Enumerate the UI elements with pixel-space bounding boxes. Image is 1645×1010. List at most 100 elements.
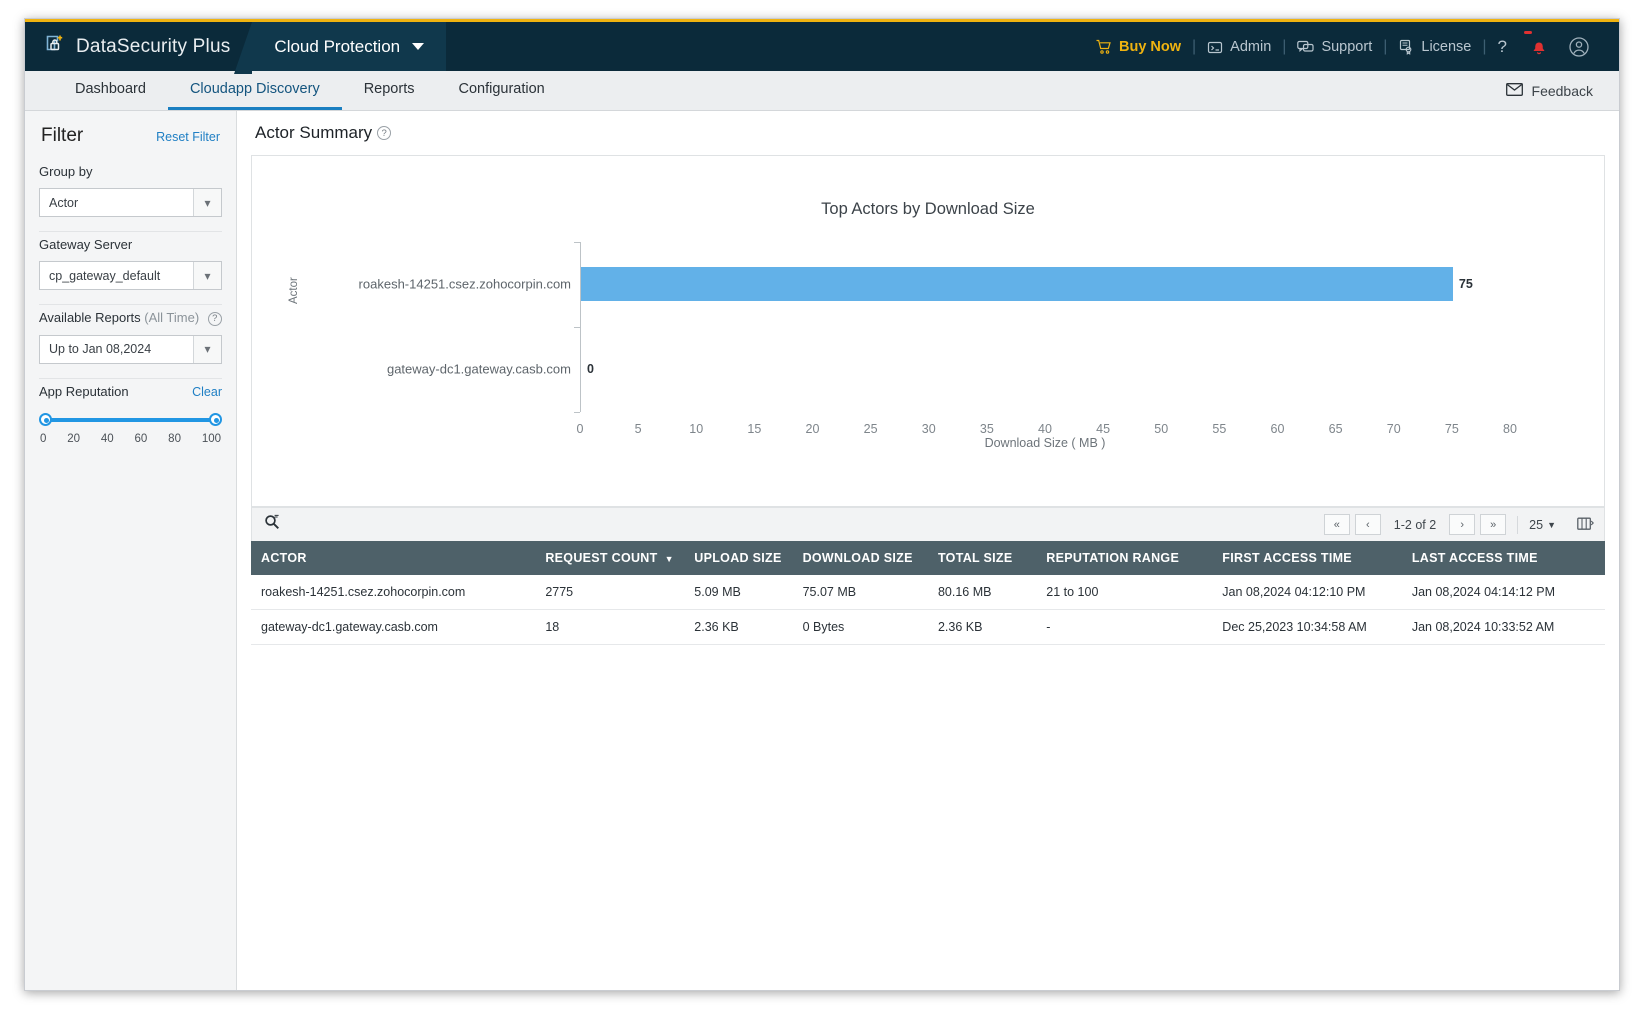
module-selector[interactable]: Cloud Protection — [234, 22, 447, 74]
column-label: LAST ACCESS TIME — [1411, 551, 1538, 565]
app-reputation-slider[interactable] — [39, 412, 222, 427]
admin-button[interactable]: Admin — [1196, 39, 1282, 55]
gateway-server-select[interactable]: cp_gateway_default ▾ — [39, 261, 222, 290]
chart-y-axis-line — [580, 242, 581, 412]
filter-gateway-server: Gateway Server cp_gateway_default ▾ — [39, 232, 222, 305]
cell-total-size: 80.16 MB — [927, 575, 1037, 610]
sort-desc-icon: ▼ — [664, 554, 674, 564]
chart-bar-group[interactable]: gateway-dc1.gateway.casb.com 0 — [387, 352, 594, 386]
column-header-reputation-range[interactable]: REPUTATION RANGE — [1036, 541, 1213, 575]
page-body: Filter Reset Filter Group by Actor ▾ Gat… — [25, 111, 1619, 990]
page-header: Actor Summary ? — [251, 111, 1605, 155]
bell-icon — [1530, 38, 1548, 56]
brand-logo-area[interactable]: DataSecurity Plus — [25, 22, 252, 71]
actor-summary-table: ACTOR REQUEST COUNT ▼ UPLOAD SIZE DOWNLOA… — [251, 541, 1605, 645]
available-reports-value: Up to Jan 08,2024 — [49, 342, 152, 357]
chat-support-icon — [1297, 39, 1315, 55]
header-separator: | — [1192, 37, 1197, 55]
cell-download-size: 0 Bytes — [792, 609, 928, 645]
chart-x-tick-label: 35 — [979, 422, 994, 436]
cell-first-access-time: Jan 08,2024 04:12:10 PM — [1212, 575, 1402, 610]
chart-x-axis-label: Download Size ( MB ) — [984, 436, 1106, 450]
page-info: 1-2 of 2 — [1393, 517, 1437, 532]
support-label: Support — [1321, 38, 1373, 55]
column-label: TOTAL SIZE — [937, 551, 1013, 565]
chart-x-tick-label: 0 — [576, 422, 584, 436]
group-by-select[interactable]: Actor ▾ — [39, 188, 222, 217]
column-header-last-access-time[interactable]: LAST ACCESS TIME — [1401, 541, 1605, 575]
available-reports-range: (All Time) — [144, 310, 200, 325]
cell-upload-size: 2.36 KB — [684, 609, 793, 645]
chevron-down-icon: ▾ — [193, 335, 221, 363]
product-name: DataSecurity Plus — [76, 35, 231, 57]
first-page-button[interactable]: « — [1323, 514, 1350, 535]
slider-tick: 40 — [100, 432, 114, 445]
chart-x-tick-label: 55 — [1212, 422, 1227, 436]
table-header-row: ACTOR REQUEST COUNT ▼ UPLOAD SIZE DOWNLOA… — [251, 541, 1605, 575]
chart-plot-area: roakesh-14251.csez.zohocorpin.com 75 gat… — [359, 242, 1510, 413]
table-pagination: « ‹ 1-2 of 2 › » 25 ▼ — [1323, 514, 1594, 535]
slider-tick: 60 — [134, 432, 148, 445]
chart-x-tick-label: 60 — [1270, 422, 1285, 436]
column-header-first-access-time[interactable]: FIRST ACCESS TIME — [1212, 541, 1402, 575]
column-header-download-size[interactable]: DOWNLOAD SIZE — [792, 541, 928, 575]
y-tickmark — [574, 327, 580, 328]
user-account-button[interactable] — [1557, 36, 1601, 58]
chart-x-tick-label: 25 — [863, 422, 878, 436]
column-header-upload-size[interactable]: UPLOAD SIZE — [684, 541, 793, 575]
chart-title: Top Actors by Download Size — [821, 200, 1035, 218]
tab-dashboard[interactable]: Dashboard — [75, 81, 146, 97]
column-settings-icon[interactable] — [1577, 517, 1594, 532]
last-page-button[interactable]: » — [1480, 514, 1507, 535]
column-label: DOWNLOAD SIZE — [802, 551, 913, 565]
available-reports-select[interactable]: Up to Jan 08,2024 ▾ — [39, 334, 222, 364]
filter-header: Filter Reset Filter — [39, 111, 222, 159]
table-row[interactable]: gateway-dc1.gateway.casb.com 18 2.36 KB … — [251, 609, 1605, 645]
table-row[interactable]: roakesh-14251.csez.zohocorpin.com 2775 5… — [251, 575, 1605, 610]
available-reports-text: Available Reports — [39, 310, 141, 325]
app-reputation-clear-link[interactable]: Clear — [192, 384, 222, 399]
buy-now-button[interactable]: Buy Now — [1085, 39, 1192, 55]
column-header-total-size[interactable]: TOTAL SIZE — [927, 541, 1037, 575]
chart-bar[interactable] — [581, 267, 1453, 301]
slider-handle-min[interactable] — [39, 412, 52, 426]
support-button[interactable]: Support — [1286, 39, 1383, 55]
prev-page-button[interactable]: ‹ — [1354, 514, 1381, 535]
actor-summary-table-section: « ‹ 1-2 of 2 › » 25 ▼ — [251, 507, 1605, 645]
module-name: Cloud Protection — [274, 36, 401, 56]
tab-reports[interactable]: Reports — [363, 81, 415, 97]
column-label: ACTOR — [261, 551, 307, 565]
column-label: UPLOAD SIZE — [694, 551, 782, 565]
cell-last-access-time: Jan 08,2024 04:14:12 PM — [1401, 575, 1605, 610]
cell-first-access-time: Dec 25,2023 10:34:58 AM — [1212, 609, 1402, 645]
notifications-button[interactable] — [1518, 30, 1557, 56]
chart-x-tick-label: 45 — [1096, 422, 1111, 436]
feedback-button[interactable]: Feedback — [1505, 71, 1619, 110]
header-separator: | — [1383, 37, 1388, 55]
help-tooltip-icon[interactable]: ? — [207, 311, 222, 326]
license-button[interactable]: License — [1387, 39, 1482, 55]
search-icon[interactable] — [264, 514, 280, 535]
y-tickmark — [574, 412, 580, 413]
license-label: License — [1421, 38, 1472, 55]
tab-cloudapp-discovery[interactable]: Cloudapp Discovery — [167, 71, 342, 110]
help-button[interactable]: ? — [1487, 37, 1518, 57]
column-header-request-count[interactable]: REQUEST COUNT ▼ — [535, 541, 685, 575]
help-tooltip-icon[interactable]: ? — [377, 126, 392, 140]
chevron-down-icon — [412, 43, 425, 50]
chart-bar-group[interactable]: roakesh-14251.csez.zohocorpin.com 75 — [359, 267, 1473, 301]
tab-configuration[interactable]: Configuration — [458, 81, 545, 97]
cell-request-count: 18 — [535, 609, 685, 645]
slider-handle-max[interactable] — [209, 412, 222, 426]
filter-available-reports: Available Reports (All Time) ? Up to Jan… — [39, 305, 222, 379]
next-page-button[interactable]: › — [1449, 514, 1476, 535]
chevron-down-icon: ▾ — [193, 262, 221, 289]
reset-filter-link[interactable]: Reset Filter — [156, 130, 220, 144]
header-separator: | — [1482, 37, 1487, 55]
slider-track — [43, 417, 218, 422]
application-window: DataSecurity Plus Cloud Protection Buy N… — [24, 18, 1620, 991]
chart-x-tick-label: 40 — [1038, 422, 1052, 436]
page-size-selector[interactable]: 25 ▼ — [1529, 518, 1556, 532]
toolbar-divider — [1517, 515, 1519, 534]
column-header-actor[interactable]: ACTOR — [251, 541, 536, 575]
